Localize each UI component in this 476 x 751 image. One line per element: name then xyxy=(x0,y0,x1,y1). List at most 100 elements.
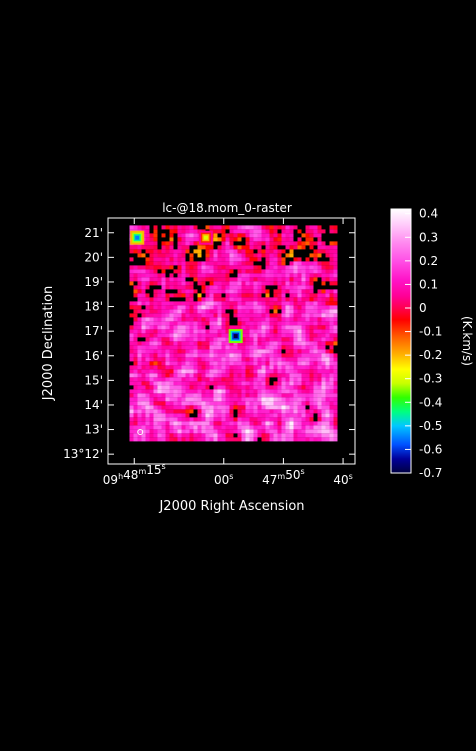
heatmap-cell xyxy=(169,417,174,422)
heatmap-cell xyxy=(321,273,326,278)
heatmap-cell xyxy=(165,405,170,410)
heatmap-cell xyxy=(157,381,162,386)
heatmap-cell xyxy=(333,321,338,326)
heatmap-cell xyxy=(205,265,210,270)
heatmap-cell xyxy=(181,337,186,342)
heatmap-cell xyxy=(321,293,326,298)
heatmap-cell xyxy=(205,401,210,406)
heatmap-cell xyxy=(169,321,174,326)
heatmap-cell xyxy=(169,361,174,366)
heatmap-cell xyxy=(221,317,226,322)
heatmap-cell xyxy=(297,421,302,426)
heatmap-cell xyxy=(205,329,210,334)
heatmap-cell xyxy=(317,401,322,406)
heatmap-cell xyxy=(301,337,306,342)
heatmap-cell xyxy=(193,353,198,358)
beam-ellipse xyxy=(137,429,144,436)
heatmap-cell xyxy=(169,329,174,334)
heatmap-cell xyxy=(165,261,170,266)
heatmap-cell xyxy=(309,273,314,278)
heatmap-cell xyxy=(145,433,150,438)
heatmap-cell xyxy=(249,353,254,358)
heatmap-cell xyxy=(225,377,230,382)
heatmap-cell xyxy=(265,229,270,234)
heatmap-cell xyxy=(237,369,242,374)
heatmap-cell xyxy=(261,269,266,274)
heatmap-cell xyxy=(237,425,242,430)
heatmap-cell xyxy=(261,389,266,394)
heatmap-cell xyxy=(141,417,146,422)
heatmap-cell xyxy=(217,257,222,262)
heatmap-cell xyxy=(249,373,254,378)
heatmap-cell xyxy=(129,405,134,410)
heatmap-cell xyxy=(205,337,210,342)
heatmap-cell xyxy=(313,365,318,370)
heatmap-cell xyxy=(201,269,206,274)
heatmap-cell xyxy=(233,393,238,398)
heatmap-cell xyxy=(213,433,218,438)
heatmap-cell xyxy=(185,341,190,346)
heatmap-cell xyxy=(301,349,306,354)
heatmap-cell xyxy=(329,313,334,318)
heatmap-cell xyxy=(269,437,274,442)
heatmap-cell xyxy=(221,305,226,310)
heatmap-cell xyxy=(141,313,146,318)
heatmap-cell xyxy=(157,357,162,362)
heatmap-cell xyxy=(253,377,258,382)
heatmap-cell xyxy=(233,389,238,394)
heatmap-cell xyxy=(217,265,222,270)
heatmap-cell xyxy=(173,409,178,414)
heatmap-cell xyxy=(245,385,250,390)
heatmap-cell xyxy=(269,385,274,390)
heatmap-cell xyxy=(269,421,274,426)
heatmap-cell xyxy=(253,437,258,442)
heatmap-cell xyxy=(241,329,246,334)
heatmap-cell xyxy=(269,313,274,318)
heatmap-cell xyxy=(253,233,258,238)
heatmap-cell xyxy=(293,273,298,278)
heatmap-cell xyxy=(249,325,254,330)
heatmap-cell xyxy=(241,325,246,330)
heatmap-cell xyxy=(161,385,166,390)
heatmap-cell xyxy=(145,245,150,250)
heatmap-cell xyxy=(257,301,262,306)
heatmap-cell xyxy=(273,301,278,306)
heatmap-cell xyxy=(137,433,142,438)
heatmap-cell xyxy=(241,281,246,286)
heatmap-cell xyxy=(181,225,186,230)
heatmap-cell xyxy=(193,237,198,242)
heatmap-cell xyxy=(269,373,274,378)
heatmap-cell xyxy=(181,273,186,278)
heatmap-cell xyxy=(149,381,154,386)
heatmap-cell xyxy=(229,409,234,414)
heatmap-cell xyxy=(193,397,198,402)
heatmap-cell xyxy=(221,237,226,242)
heatmap-cell xyxy=(313,437,318,442)
heatmap-cell xyxy=(325,261,330,266)
heatmap-cell xyxy=(289,405,294,410)
heatmap-cell xyxy=(269,425,274,430)
heatmap-cell xyxy=(297,361,302,366)
heatmap-cell xyxy=(281,313,286,318)
heatmap-cell xyxy=(277,261,282,266)
heatmap-cell xyxy=(189,361,194,366)
heatmap-cell xyxy=(241,337,246,342)
heatmap-cell xyxy=(181,237,186,242)
heatmap-cell xyxy=(277,253,282,258)
heatmap-cell xyxy=(229,277,234,282)
heatmap-cell xyxy=(317,377,322,382)
heatmap-cell xyxy=(161,389,166,394)
heatmap-cell xyxy=(197,349,202,354)
heatmap-cell xyxy=(293,305,298,310)
heatmap-cell xyxy=(201,329,206,334)
heatmap-cell xyxy=(217,357,222,362)
heatmap-cell xyxy=(201,317,206,322)
heatmap-cell xyxy=(161,297,166,302)
heatmap-cell xyxy=(149,385,154,390)
heatmap-cell xyxy=(205,321,210,326)
heatmap-cell xyxy=(233,309,238,314)
heatmap-cell xyxy=(217,313,222,318)
heatmap-cell xyxy=(313,401,318,406)
heatmap-cell xyxy=(169,245,174,250)
heatmap-cell xyxy=(277,353,282,358)
